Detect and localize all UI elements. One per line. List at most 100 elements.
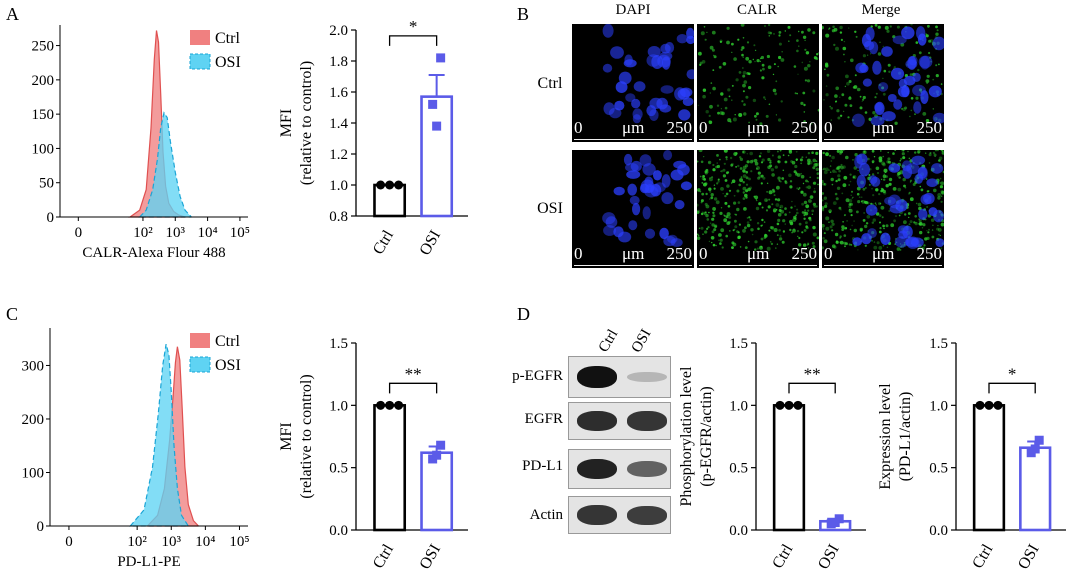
- calr-speck: [832, 169, 836, 173]
- nucleus: [920, 90, 929, 104]
- calr-speck: [723, 97, 728, 102]
- calr-speck: [711, 217, 715, 221]
- calr-speck: [917, 68, 920, 72]
- calr-speck: [813, 205, 816, 208]
- calr-speck: [776, 243, 779, 245]
- calr-speck: [776, 150, 779, 153]
- calr-speck: [803, 211, 806, 214]
- nucleus: [613, 226, 624, 238]
- scale-end: 250: [916, 118, 943, 137]
- calr-speck: [850, 58, 854, 63]
- calr-speck: [778, 31, 782, 34]
- calr-speck: [744, 246, 748, 249]
- calr-speck: [712, 214, 716, 218]
- calr-speck: [773, 63, 776, 66]
- calr-speck: [825, 33, 830, 38]
- calr-speck: [883, 168, 888, 173]
- calr-speck: [840, 38, 843, 41]
- scale-start: 0: [824, 118, 833, 137]
- calr-speck: [849, 180, 852, 183]
- calr-speck: [803, 217, 806, 220]
- calr-speck: [815, 57, 819, 61]
- calr-speck: [709, 177, 711, 179]
- calr-speck: [842, 221, 844, 223]
- calr-speck: [760, 174, 764, 178]
- calr-speck: [738, 71, 742, 74]
- calr-speck: [839, 241, 841, 243]
- calr-speck: [804, 248, 807, 251]
- calr-speck: [720, 187, 724, 191]
- calr-speck: [712, 86, 716, 91]
- calr-speck: [812, 89, 816, 93]
- calr-speck: [848, 27, 850, 29]
- calr-speck: [882, 225, 885, 228]
- calr-speck: [736, 189, 740, 193]
- calr-speck: [925, 178, 928, 180]
- calr-speck: [718, 239, 720, 241]
- calr-speck: [738, 113, 743, 117]
- calr-speck: [883, 227, 885, 230]
- calr-speck: [712, 211, 715, 214]
- calr-speck: [873, 156, 876, 158]
- calr-speck: [886, 160, 890, 164]
- calr-speck: [734, 225, 738, 229]
- calr-speck: [822, 223, 825, 228]
- y-tick-label: 150: [32, 107, 55, 123]
- calr-speck: [825, 93, 829, 97]
- calr-speck: [762, 176, 766, 180]
- calr-speck: [910, 109, 913, 112]
- calr-speck: [784, 30, 786, 32]
- calr-speck: [931, 229, 934, 231]
- data-point: [784, 400, 794, 410]
- y-axis-label-2: (relative to control): [298, 61, 315, 185]
- calr-speck: [861, 200, 863, 203]
- calr-speck: [721, 246, 724, 249]
- calr-speck: [932, 224, 934, 227]
- x-tick-label: 10⁴: [197, 225, 217, 241]
- calr-speck: [904, 213, 907, 216]
- nucleus: [898, 230, 908, 239]
- calr-speck: [734, 228, 736, 230]
- calr-speck: [782, 169, 785, 172]
- calr-speck: [728, 216, 732, 219]
- calr-speck: [840, 165, 844, 170]
- calr-speck: [928, 51, 931, 55]
- calr-speck: [856, 192, 860, 196]
- data-point: [385, 400, 395, 410]
- data-point: [975, 400, 985, 410]
- nucleus: [893, 99, 903, 110]
- calr-speck: [928, 39, 932, 43]
- calr-speck: [711, 30, 716, 35]
- calr-speck: [709, 198, 711, 200]
- calr-speck: [742, 191, 745, 194]
- calr-speck: [755, 206, 760, 211]
- calr-speck: [704, 182, 708, 186]
- data-point: [428, 99, 438, 109]
- calr-speck: [712, 69, 715, 71]
- calr-speck: [787, 25, 791, 29]
- calr-speck: [796, 229, 800, 233]
- calr-speck: [935, 64, 938, 67]
- calr-speck: [754, 248, 757, 251]
- calr-speck: [845, 74, 849, 79]
- calr-speck: [745, 183, 749, 186]
- scale-bar: 0 μm 250: [572, 244, 694, 268]
- calr-speck: [751, 233, 754, 236]
- calr-speck: [811, 209, 815, 213]
- calr-speck: [754, 240, 758, 244]
- calr-speck: [797, 235, 799, 237]
- calr-speck: [739, 178, 744, 183]
- calr-speck: [914, 113, 916, 116]
- calr-speck: [839, 25, 843, 30]
- calr-speck: [713, 55, 717, 59]
- nucleus: [626, 170, 641, 179]
- calr-speck: [941, 151, 944, 155]
- micro-texture: [602, 24, 694, 124]
- calr-speck: [850, 244, 853, 246]
- calr-speck: [744, 226, 747, 230]
- calr-speck: [885, 175, 888, 178]
- calr-speck: [800, 190, 804, 194]
- calr-speck: [871, 173, 875, 176]
- nucleus: [615, 81, 628, 93]
- calr-speck: [826, 73, 830, 77]
